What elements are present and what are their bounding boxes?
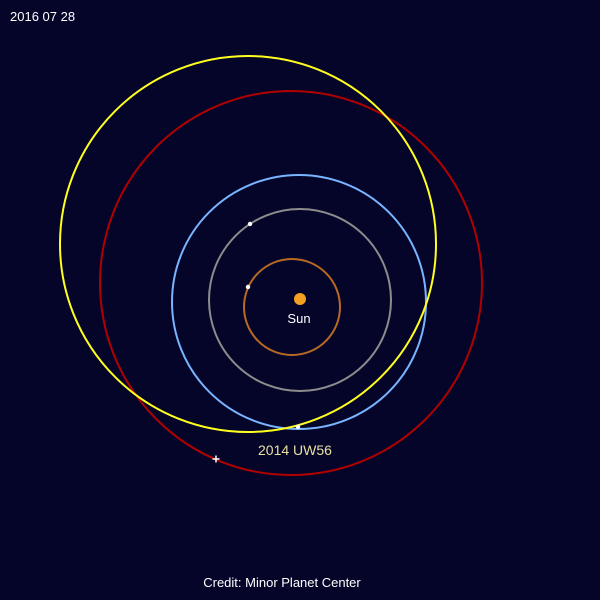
sun-label: Sun [287, 311, 310, 326]
date-label: 2016 07 28 [10, 9, 75, 24]
venus-orbit [208, 208, 392, 392]
venus-marker [247, 221, 253, 227]
object-marker [212, 455, 220, 463]
object-orbit [59, 55, 437, 433]
mercury-orbit [243, 258, 341, 356]
mars-orbit [99, 90, 483, 476]
credit-label: Credit: Minor Planet Center [203, 575, 361, 590]
sun-icon [294, 293, 306, 305]
earth-marker [295, 424, 301, 430]
mercury-marker [245, 284, 251, 290]
object-label: 2014 UW56 [258, 442, 332, 458]
